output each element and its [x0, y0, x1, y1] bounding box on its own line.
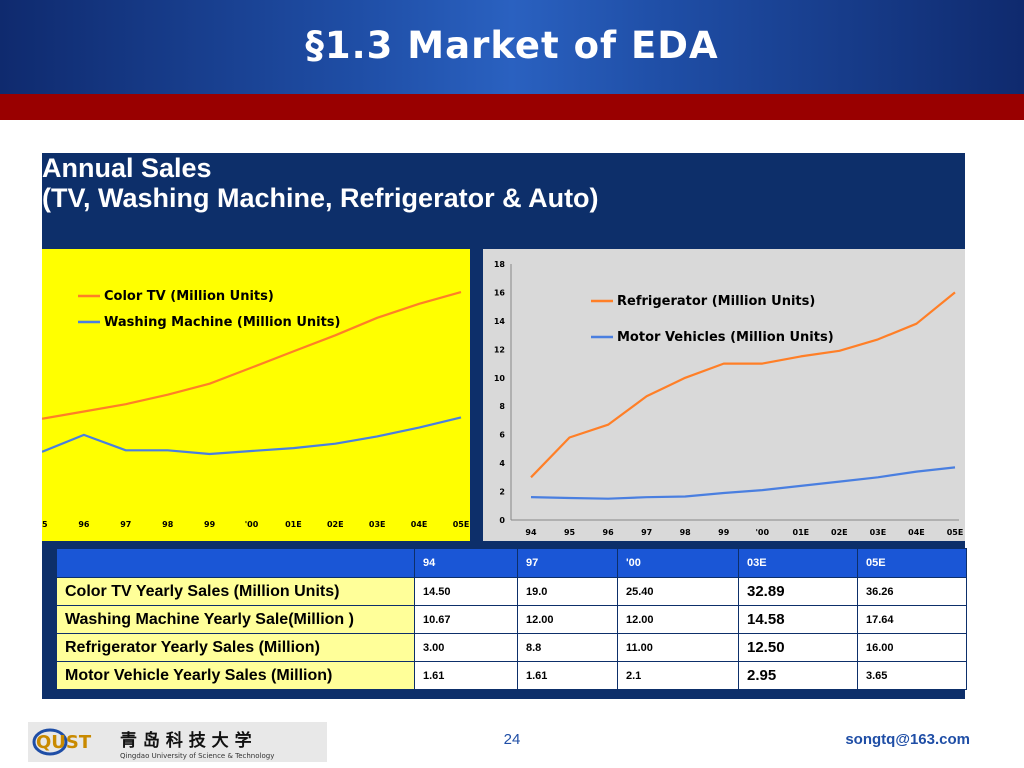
y-tick-label: 12	[494, 345, 505, 354]
table-row: Washing Machine Yearly Sale(Million ) 10…	[56, 605, 967, 634]
x-tick-label: 02E	[327, 520, 344, 529]
heading-line-1: Annual Sales	[42, 153, 212, 183]
series-line	[41, 416, 462, 456]
university-logo-svg: QUST 青 岛 科 技 大 学 Qingdao University of S…	[32, 728, 274, 760]
table-cell: 3.65	[857, 661, 967, 690]
fridge-vehicle-chart-svg: Refrigerator (Million Units) Motor Vehicl…	[494, 260, 964, 537]
legend-label: Color TV (Million Units)	[104, 289, 274, 304]
y-tick-label: 2	[499, 488, 505, 497]
slide-title: §1.3 Market of EDA	[305, 24, 719, 67]
logo-text: QUST	[36, 732, 92, 753]
slide-header	[0, 0, 1024, 94]
y-tick-label: 10	[494, 374, 506, 383]
table-header-cell: 97	[517, 548, 618, 578]
legend-label: Motor Vehicles (Million Units)	[617, 330, 834, 345]
series-line	[41, 291, 462, 420]
table-cell: 32.89	[738, 577, 858, 606]
y-tick-label: 4	[499, 459, 505, 468]
tv-washing-chart: Color TV (Million Units) Washing Machine …	[36, 249, 470, 541]
legend-label: Washing Machine (Million Units)	[104, 315, 340, 330]
table-cell: 36.26	[857, 577, 967, 606]
x-tick-label: 98	[162, 520, 174, 529]
row-label: Washing Machine Yearly Sale(Million )	[56, 605, 415, 634]
table-cell: 25.40	[617, 577, 739, 606]
table-cell: 19.0	[517, 577, 618, 606]
table-cell: 12.00	[517, 605, 618, 634]
x-tick-label: '00	[245, 520, 259, 529]
table-cell: 14.50	[414, 577, 518, 606]
panel-heading: Annual Sales (TV, Washing Machine, Refri…	[42, 153, 599, 213]
x-tick-label: 95	[42, 520, 48, 529]
table-cell: 1.61	[414, 661, 518, 690]
y-tick-label: 14	[494, 317, 506, 326]
y-tick-label: 8	[499, 402, 505, 411]
page-number: 24	[503, 731, 521, 748]
table-cell: 12.50	[738, 633, 858, 662]
row-label: Color TV Yearly Sales (Million Units)	[56, 577, 415, 606]
x-tick-label: 03E	[870, 528, 887, 537]
logo-ring-icon	[32, 728, 68, 756]
table-cell: 17.64	[857, 605, 967, 634]
contact-email[interactable]: songtq@163.com	[845, 731, 970, 748]
table-cell: 3.00	[414, 633, 518, 662]
x-tick-label: 97	[120, 520, 131, 529]
y-tick-label: 16	[494, 288, 506, 297]
table-header-row: 94 97 '00 03E 05E	[56, 548, 967, 578]
row-label: Motor Vehicle Yearly Sales (Million)	[56, 661, 415, 690]
fridge-vehicle-chart: Refrigerator (Million Units) Motor Vehicl…	[483, 249, 965, 541]
x-tick-label: 97	[641, 528, 652, 537]
logo-subtitle: Qingdao University of Science & Technolo…	[120, 752, 274, 760]
table-header-cell: 05E	[857, 548, 967, 578]
table-cell: 14.58	[738, 605, 858, 634]
x-tick-label: 99	[204, 520, 216, 529]
table-cell: 11.00	[617, 633, 739, 662]
table-header-cell: 03E	[738, 548, 858, 578]
series-line	[530, 291, 956, 479]
table-cell: 2.95	[738, 661, 858, 690]
table-cell: 16.00	[857, 633, 967, 662]
x-tick-label: 04E	[411, 520, 428, 529]
row-label: Refrigerator Yearly Sales (Million)	[56, 633, 415, 662]
table-cell: 2.1	[617, 661, 739, 690]
x-tick-label: 98	[680, 528, 692, 537]
table-cell: 12.00	[617, 605, 739, 634]
x-tick-label: 94	[525, 528, 537, 537]
table-header-cell: '00	[617, 548, 739, 578]
series-line	[530, 466, 956, 500]
table-row: Color TV Yearly Sales (Million Units) 14…	[56, 577, 967, 606]
y-tick-label: 0	[499, 516, 505, 525]
x-tick-label: 04E	[908, 528, 925, 537]
logo-chinese: 青 岛 科 技 大 学	[120, 730, 252, 751]
table-header-cell	[56, 548, 415, 578]
x-tick-label: 05E	[453, 520, 470, 529]
x-tick-label: 95	[564, 528, 576, 537]
table-cell: 10.67	[414, 605, 518, 634]
tv-washing-chart-svg: Color TV (Million Units) Washing Machine …	[36, 289, 470, 529]
table-row: Motor Vehicle Yearly Sales (Million) 1.6…	[56, 661, 967, 690]
legend-label: Refrigerator (Million Units)	[617, 294, 815, 309]
table-row: Refrigerator Yearly Sales (Million) 3.00…	[56, 633, 967, 662]
table-cell: 8.8	[517, 633, 618, 662]
heading-line-2: (TV, Washing Machine, Refrigerator & Aut…	[42, 183, 599, 213]
x-tick-label: 01E	[793, 528, 810, 537]
table-cell: 1.61	[517, 661, 618, 690]
sales-table: 94 97 '00 03E 05E Color TV Yearly Sales …	[56, 548, 967, 690]
x-tick-label: 02E	[831, 528, 848, 537]
x-tick-label: '00	[755, 528, 769, 537]
x-tick-label: 96	[78, 520, 90, 529]
x-tick-label: 01E	[285, 520, 302, 529]
y-tick-label: 18	[494, 260, 506, 269]
table-header-cell: 94	[414, 548, 518, 578]
x-tick-label: 99	[718, 528, 730, 537]
x-tick-label: 05E	[947, 528, 964, 537]
x-tick-label: 96	[603, 528, 615, 537]
university-logo: QUST 青 岛 科 技 大 学 Qingdao University of S…	[28, 722, 327, 762]
y-tick-label: 6	[499, 431, 505, 440]
x-tick-label: 03E	[369, 520, 386, 529]
header-red-bar	[0, 94, 1024, 120]
